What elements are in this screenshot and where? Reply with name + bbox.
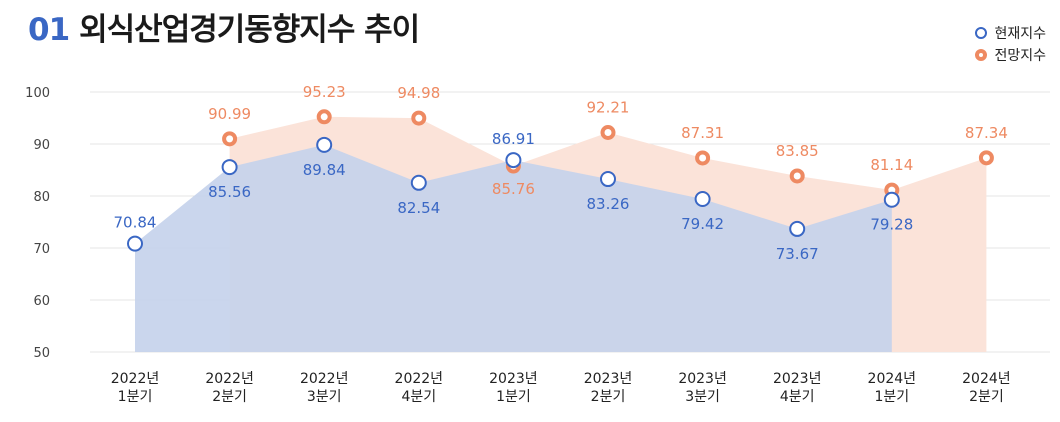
x-tick-label-quarter: 1분기 — [874, 389, 909, 405]
x-tick-label-year: 2023년 — [773, 371, 822, 387]
current-point — [883, 191, 900, 208]
x-tick-label-quarter: 3분기 — [307, 389, 342, 405]
current-data-label: 82.54 — [397, 199, 440, 217]
current-point — [505, 152, 522, 169]
current-point — [316, 136, 333, 153]
current-data-label: 70.84 — [114, 214, 157, 232]
y-tick-label: 60 — [33, 294, 50, 309]
current-data-label: 86.91 — [492, 130, 535, 148]
x-tick-label-quarter: 2분기 — [212, 389, 247, 405]
y-tick-label: 70 — [33, 242, 50, 257]
current-data-label: 89.84 — [303, 161, 346, 179]
forecast-data-label: 87.34 — [965, 124, 1008, 142]
x-tick-label-year: 2022년 — [300, 371, 349, 387]
legend-item-current: 현재지수 — [975, 22, 1046, 44]
forecast-data-label: 94.98 — [397, 84, 440, 102]
forecast-data-label: 83.85 — [776, 142, 819, 160]
legend-item-forecast: 전망지수 — [975, 44, 1046, 66]
forecast-data-label: 85.76 — [492, 180, 535, 198]
x-tick-label-quarter: 4분기 — [780, 389, 815, 405]
x-tick-label-quarter: 4분기 — [401, 389, 436, 405]
y-tick-label: 50 — [33, 346, 50, 361]
ring-marker-icon — [975, 49, 988, 61]
legend-label: 전망지수 — [994, 48, 1046, 64]
title-number: 01 — [28, 12, 70, 48]
title-text: 외식산업경기동향지수 추이 — [79, 12, 420, 48]
forecast-point — [316, 109, 332, 125]
forecast-point — [600, 125, 616, 141]
current-area — [135, 144, 892, 352]
forecast-point — [789, 168, 805, 184]
x-tick-label-year: 2023년 — [678, 371, 727, 387]
legend-label: 현재지수 — [994, 26, 1046, 42]
forecast-point — [411, 110, 427, 126]
current-data-label: 83.26 — [587, 195, 630, 213]
current-point — [694, 191, 711, 208]
x-tick-label-year: 2022년 — [205, 371, 254, 387]
forecast-data-label: 95.23 — [303, 83, 346, 101]
x-tick-label-year: 2024년 — [962, 371, 1011, 387]
circle-marker-icon — [975, 27, 988, 39]
x-tick-label-year: 2023년 — [489, 371, 538, 387]
forecast-data-label: 87.31 — [681, 124, 724, 142]
x-tick-label-year: 2024년 — [868, 371, 917, 387]
y-tick-label: 80 — [33, 190, 50, 205]
current-point — [789, 220, 806, 237]
current-data-label: 79.28 — [870, 216, 913, 234]
y-tick-label: 90 — [33, 138, 50, 153]
x-tick-label-year: 2022년 — [111, 371, 160, 387]
forecast-point — [222, 131, 238, 147]
legend: 현재지수 전망지수 — [975, 22, 1046, 66]
current-point — [221, 159, 238, 176]
chart-title: 01 외식산업경기동향지수 추이 — [28, 4, 420, 49]
current-data-label: 73.67 — [776, 245, 819, 263]
current-point — [600, 171, 616, 188]
current-data-label: 79.42 — [681, 215, 724, 233]
forecast-data-label: 90.99 — [208, 105, 251, 123]
forecast-data-label: 81.14 — [870, 156, 913, 174]
current-data-label: 85.56 — [208, 183, 251, 201]
forecast-point — [978, 150, 994, 166]
x-tick-label-quarter: 1분기 — [496, 389, 531, 405]
x-tick-label-quarter: 2분기 — [591, 389, 626, 405]
current-point — [410, 174, 427, 191]
x-tick-label-quarter: 2분기 — [969, 389, 1004, 405]
current-point — [127, 235, 143, 252]
x-tick-label-year: 2023년 — [584, 371, 633, 387]
forecast-point — [695, 150, 711, 166]
y-tick-label: 100 — [25, 86, 50, 101]
x-tick-label-quarter: 1분기 — [118, 389, 153, 405]
x-tick-label-quarter: 3분기 — [685, 389, 720, 405]
x-tick-label-year: 2022년 — [395, 371, 444, 387]
forecast-data-label: 92.21 — [587, 99, 630, 117]
